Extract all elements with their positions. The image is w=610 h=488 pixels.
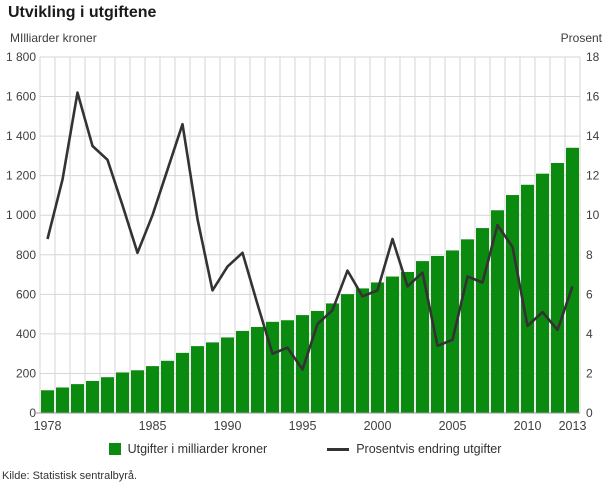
bar-1999 — [356, 288, 369, 413]
right-tick-label: 8 — [586, 248, 593, 262]
chart-legend: Utgifter i milliarder kroner Prosentvis … — [0, 442, 610, 456]
right-tick-label: 4 — [586, 327, 593, 341]
bar-2009 — [506, 195, 519, 413]
x-tick-label: 1978 — [34, 419, 62, 433]
left-tick-label: 1 200 — [6, 169, 36, 183]
left-tick-label: 600 — [16, 287, 36, 301]
bar-2004 — [431, 255, 444, 413]
bar-2006 — [461, 239, 474, 413]
chart-title: Utvikling i utgiftene — [8, 4, 157, 21]
bar-1979 — [56, 387, 69, 413]
legend-item-bars: Utgifter i milliarder kroner — [108, 442, 268, 456]
legend-item-line: Prosentvis endring utgifter — [327, 442, 501, 456]
x-tick-label: 1995 — [289, 419, 317, 433]
bar-1980 — [71, 384, 84, 413]
bar-1997 — [326, 303, 339, 413]
bar-1987 — [176, 352, 189, 413]
bar-2002 — [401, 271, 414, 413]
bar-series — [41, 147, 579, 413]
legend-label-line: Prosentvis endring utgifter — [356, 442, 502, 456]
left-tick-label: 800 — [16, 248, 36, 262]
bar-1994 — [281, 320, 294, 413]
source-note: Kilde: Statistisk sentralbyrå. — [2, 470, 138, 482]
bar-1985 — [146, 366, 159, 413]
x-tick-label: 2000 — [364, 419, 392, 433]
bar-1990 — [221, 337, 234, 413]
bar-2013 — [566, 147, 579, 413]
left-tick-label: 400 — [16, 327, 36, 341]
right-axis-title: Prosent — [560, 31, 602, 45]
right-tick-label: 12 — [586, 169, 600, 183]
left-tick-label: 200 — [16, 366, 36, 380]
bar-2001 — [386, 276, 399, 413]
x-tick-label: 1985 — [139, 419, 167, 433]
left-tick-label: 0 — [29, 406, 36, 420]
right-tick-label: 18 — [586, 50, 600, 64]
bar-1984 — [131, 370, 144, 413]
bar-2010 — [521, 184, 534, 413]
right-tick-label: 14 — [586, 129, 600, 143]
bar-2005 — [446, 250, 459, 413]
left-tick-label: 1 800 — [6, 50, 36, 64]
x-tick-label: 1990 — [214, 419, 242, 433]
legend-label-bars: Utgifter i milliarder kroner — [127, 442, 268, 456]
x-axis-tick-labels: 1978 1985 1990 1995 2000 2005 2010 2013 — [34, 419, 587, 433]
bar-1991 — [236, 330, 249, 413]
left-axis-title: MIlliarder kroner — [10, 31, 97, 45]
bar-1992 — [251, 326, 264, 413]
bar-1982 — [101, 377, 114, 413]
bar-2000 — [371, 282, 384, 413]
bar-2003 — [416, 261, 429, 413]
bar-1989 — [206, 342, 219, 413]
bar-2008 — [491, 210, 504, 413]
green-square-icon — [108, 443, 121, 455]
bar-2007 — [476, 228, 489, 413]
left-axis-tick-labels: 0 200 400 600 800 1 000 1 200 1 400 1 600 1 800 — [6, 50, 36, 420]
x-tick-label: 2005 — [439, 419, 467, 433]
right-tick-label: 16 — [586, 90, 600, 104]
right-tick-label: 10 — [586, 208, 600, 222]
percent-change-line — [46, 91, 574, 371]
bar-2011 — [536, 173, 549, 413]
right-axis-tick-labels: 0 2 4 6 8 10 12 14 16 18 — [586, 50, 600, 420]
x-tick-label: 2010 — [514, 419, 542, 433]
left-tick-label: 1 400 — [6, 129, 36, 143]
bar-1986 — [161, 360, 174, 413]
bar-1995 — [296, 315, 309, 413]
right-tick-label: 2 — [586, 366, 593, 380]
black-line-icon — [327, 447, 350, 451]
bar-1983 — [116, 372, 129, 413]
bar-1981 — [86, 380, 99, 413]
left-tick-label: 1 000 — [6, 208, 36, 222]
bar-1988 — [191, 346, 204, 413]
right-tick-label: 6 — [586, 287, 593, 301]
right-tick-label: 0 — [586, 406, 593, 420]
x-tick-label: 2013 — [559, 419, 587, 433]
bar-1978 — [41, 390, 54, 413]
bar-2012 — [551, 163, 564, 413]
left-tick-label: 1 600 — [6, 90, 36, 104]
bar-1998 — [341, 294, 354, 413]
